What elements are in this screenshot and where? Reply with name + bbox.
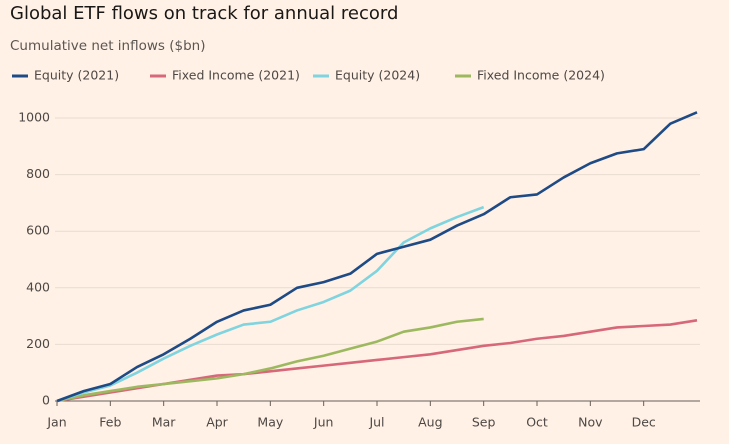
x-tick-label: Dec [632,415,656,430]
legend-label: Equity (2021) [34,68,119,83]
x-tick-label: Aug [418,415,442,430]
legend-label: Fixed Income (2024) [477,68,605,83]
legend-label: Fixed Income (2021) [172,68,300,83]
y-tick-label: 200 [26,336,50,351]
x-tick-label: Jun [313,415,334,430]
x-tick-label: Oct [526,415,548,430]
y-tick-label: 400 [26,279,50,294]
x-tick-label: Feb [99,415,121,430]
series-line [56,111,698,403]
series-line [56,317,484,403]
legend-label: Equity (2024) [335,68,420,83]
x-tick-label: Jul [368,415,384,430]
series-line [56,205,485,403]
y-tick-label: 1000 [18,110,50,125]
chart-subtitle: Cumulative net inflows ($bn) [10,38,205,54]
y-tick-label: 600 [26,223,50,238]
x-tick-label: Apr [206,415,228,430]
x-tick-label: Nov [578,415,603,430]
legend: Equity (2021) Fixed Income (2021) Equity (… [12,68,605,83]
x-tick-label: Jan [46,415,66,430]
chart-title: Global ETF flows on track for annual rec… [10,3,398,24]
y-tick-label: 800 [26,166,50,181]
x-tick-label: Mar [152,415,176,430]
x-tick-label: May [257,415,283,430]
x-tick-label: Sep [472,415,496,430]
y-tick-label: 0 [42,393,50,408]
